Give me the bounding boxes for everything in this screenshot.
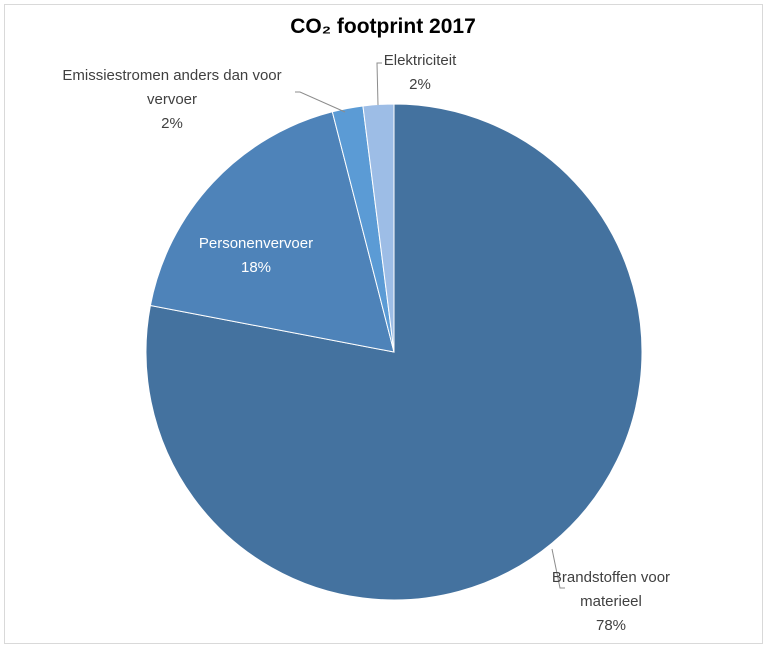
slice-value-label: 18% <box>241 259 271 276</box>
slice-label-3: Emissiestromen anders dan voor vervoer 2% <box>62 67 281 132</box>
slice-label-4: Elektriciteit 2% <box>384 52 457 93</box>
leader-lines <box>295 62 565 589</box>
leader-line-3 <box>295 91 346 113</box>
slice-value-label: 2% <box>409 76 431 93</box>
leader-line-1 <box>551 548 565 589</box>
slice-name-label: materieel <box>580 593 642 610</box>
pie-slices <box>145 103 643 601</box>
slice-label-1: Brandstoffen voor materieel 78% <box>552 569 670 634</box>
slice-name-label: vervoer <box>147 91 197 108</box>
leader-line-4 <box>376 62 382 106</box>
slice-name-label: Elektriciteit <box>384 52 457 69</box>
slice-value-label: 78% <box>596 617 626 634</box>
slice-label-2: Personenvervoer 18% <box>199 235 313 276</box>
pie-slice-2 <box>149 111 395 353</box>
chart-title: CO₂ footprint 2017 <box>290 15 476 38</box>
slice-labels: Brandstoffen voor materieel 78% Personenver… <box>62 52 670 634</box>
slice-name-label: Brandstoffen voor <box>552 569 670 586</box>
slice-value-label: 2% <box>161 115 183 132</box>
slice-name-label: Emissiestromen anders dan voor <box>62 67 281 84</box>
slice-name-label: Personenvervoer <box>199 235 313 252</box>
